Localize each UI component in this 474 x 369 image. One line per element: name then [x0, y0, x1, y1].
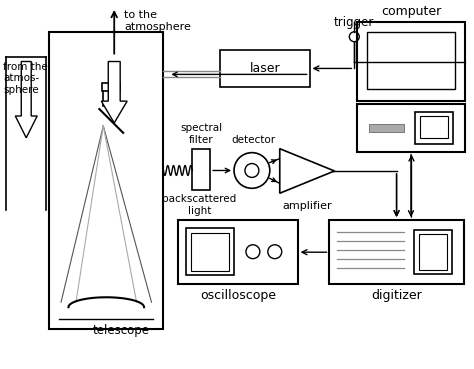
- Text: oscilloscope: oscilloscope: [200, 289, 276, 302]
- Bar: [414, 230, 452, 275]
- Text: laser: laser: [249, 62, 280, 75]
- Text: amplifier: amplifier: [283, 201, 332, 211]
- Bar: [419, 234, 447, 269]
- Bar: [220, 49, 310, 87]
- Polygon shape: [15, 62, 37, 138]
- Bar: [192, 149, 210, 190]
- Bar: [49, 32, 164, 329]
- Bar: [357, 104, 465, 152]
- Text: spectral
filter: spectral filter: [180, 123, 222, 145]
- Bar: [102, 83, 120, 91]
- Text: backscattered
light: backscattered light: [162, 194, 237, 216]
- Polygon shape: [280, 149, 335, 193]
- Bar: [178, 220, 298, 284]
- Text: computer: computer: [381, 5, 441, 18]
- Text: from the
atmos-
sphere: from the atmos- sphere: [3, 62, 48, 95]
- Bar: [357, 22, 465, 101]
- Bar: [191, 233, 229, 270]
- Bar: [369, 124, 404, 132]
- Bar: [186, 228, 234, 276]
- Text: telescope: telescope: [93, 324, 150, 337]
- Bar: [420, 116, 448, 138]
- Text: to the
atmosphere: to the atmosphere: [124, 10, 191, 32]
- Polygon shape: [101, 62, 127, 123]
- Text: trigger: trigger: [334, 16, 374, 29]
- Bar: [329, 220, 464, 284]
- Text: digitizer: digitizer: [371, 289, 422, 302]
- Text: detector: detector: [232, 135, 276, 145]
- Bar: [367, 32, 455, 89]
- Bar: [415, 112, 453, 144]
